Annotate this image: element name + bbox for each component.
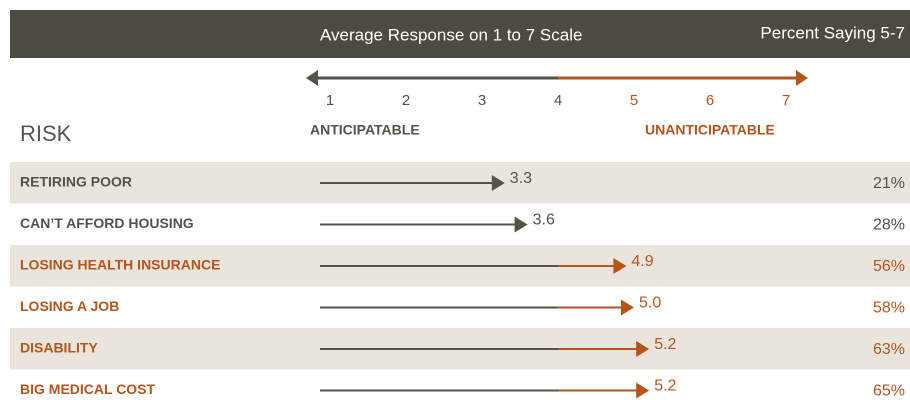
scale-arrowhead — [796, 70, 808, 86]
axis-label: RISK — [20, 121, 72, 146]
x-tick-label: 3 — [478, 92, 486, 109]
row-label: DISABILITY — [20, 340, 98, 356]
x-tick-label: 6 — [706, 92, 714, 109]
arrowhead — [621, 299, 634, 316]
row-label: RETIRING POOR — [20, 174, 132, 190]
percent-label: 21% — [873, 175, 905, 192]
arrowhead — [636, 382, 650, 399]
chart-title: Average Response on 1 to 7 Scale — [320, 25, 582, 44]
high-label: UNANTICIPATABLE — [645, 122, 775, 138]
x-tick-label: 1 — [326, 92, 334, 109]
arrowhead — [636, 341, 650, 357]
percent-label: 63% — [873, 341, 905, 358]
value-label: 4.9 — [631, 253, 653, 270]
row-background — [10, 369, 910, 400]
x-tick-label: 2 — [402, 92, 410, 109]
row-label: BIG MEDICAL COST — [20, 381, 156, 397]
arrowhead — [491, 175, 505, 191]
value-label: 5.2 — [654, 378, 676, 395]
row-label: CAN’T AFFORD HOUSING — [20, 215, 194, 231]
arrowhead — [514, 216, 528, 233]
x-tick-label: 4 — [554, 92, 562, 109]
row-label: LOSING A JOB — [20, 298, 119, 314]
value-label: 5.0 — [639, 295, 661, 312]
header-bar — [10, 10, 910, 58]
value-label: 3.3 — [510, 170, 532, 187]
percent-label: 65% — [873, 383, 905, 400]
chart-subtitle: Percent Saying 5-7 — [760, 23, 905, 42]
percent-label: 56% — [873, 258, 905, 275]
value-label: 5.2 — [654, 336, 676, 353]
percent-label: 58% — [873, 300, 905, 317]
low-label: ANTICIPATABLE — [310, 122, 420, 138]
arrowhead — [613, 258, 627, 274]
x-tick-label: 5 — [630, 92, 638, 109]
x-tick-label: 7 — [782, 92, 790, 109]
row-label: LOSING HEALTH INSURANCE — [20, 257, 220, 273]
scale-arrowhead — [306, 70, 318, 86]
percent-label: 28% — [873, 217, 905, 234]
value-label: 3.6 — [533, 212, 555, 229]
